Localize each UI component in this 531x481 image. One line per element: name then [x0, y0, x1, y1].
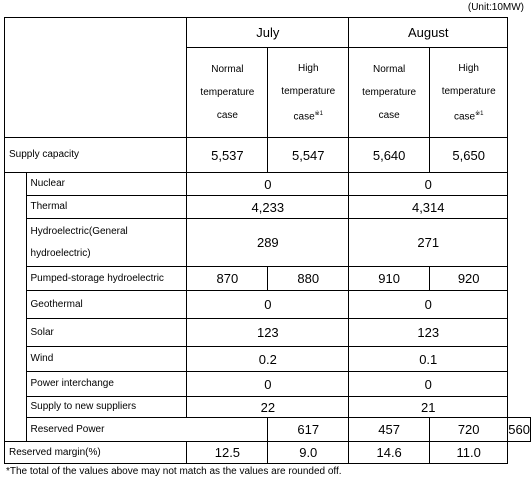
- table-row: Wind 0.2 0.1: [5, 346, 531, 372]
- month-august: August: [348, 17, 509, 48]
- interchange-label: Power interchange: [25, 371, 188, 397]
- wind-august: 0.1: [348, 346, 509, 372]
- reserved-power-july-normal: 617: [267, 417, 350, 442]
- pumped-august-normal: 910: [348, 266, 431, 291]
- table-row: Reserved margin(%) 12.5 9.0 14.6 11.0: [3, 441, 531, 464]
- geothermal-label: Geothermal: [25, 290, 188, 319]
- table-row: Geothermal 0 0: [5, 290, 531, 319]
- reserved-power-label: Reserved Power: [25, 417, 269, 442]
- new-suppliers-july: 22: [186, 396, 350, 418]
- wind-july: 0.2: [186, 346, 350, 372]
- month-july: July: [186, 17, 350, 48]
- hydro-july: 289: [186, 218, 350, 267]
- hydro-august: 271: [348, 218, 509, 267]
- solar-august: 123: [348, 318, 509, 347]
- geothermal-july: 0: [186, 290, 350, 319]
- thermal-july: 4,233: [186, 195, 350, 219]
- supply-august-high: 5,650: [429, 137, 509, 173]
- case-header-august-high: High temperature case※1: [429, 47, 509, 138]
- rounding-footnote: *The total of the values above may not m…: [6, 466, 342, 477]
- reserved-margin-july-high: 9.0: [267, 441, 350, 464]
- pumped-label: Pumped-storage hydroelectric: [25, 266, 188, 291]
- table-row: Supply capacity 5,537 5,547 5,640 5,650: [3, 137, 531, 173]
- supply-august-normal: 5,640: [348, 137, 431, 173]
- header-corner: [3, 17, 188, 138]
- pumped-july-high: 880: [267, 266, 350, 291]
- case-header-august-normal: Normal temperature case: [348, 47, 431, 138]
- reserved-margin-august-normal: 14.6: [348, 441, 431, 464]
- thermal-august: 4,314: [348, 195, 509, 219]
- reserved-power-august-normal: 720: [429, 417, 509, 442]
- interchange-july: 0: [186, 371, 350, 397]
- reserved-margin-label: Reserved margin(%): [3, 441, 188, 464]
- supply-demand-table: July August Normal temperature case High te…: [3, 17, 531, 464]
- nuclear-july: 0: [186, 172, 350, 196]
- pumped-july-normal: 870: [186, 266, 269, 291]
- supply-july-high: 5,547: [267, 137, 350, 173]
- nuclear-august: 0: [348, 172, 509, 196]
- reserved-power-july-high: 457: [348, 417, 431, 442]
- interchange-august: 0: [348, 371, 509, 397]
- new-suppliers-august: 21: [348, 396, 509, 418]
- reserved-margin-july-normal: 12.5: [186, 441, 269, 464]
- reserved-power-august-high: 560: [507, 417, 531, 442]
- table-row: Pumped-storage hydroelectric 870 880 910…: [5, 266, 531, 291]
- case-header-july-normal: Normal temperature case: [186, 47, 269, 138]
- table-row: Nuclear 0 0: [4, 172, 531, 442]
- pumped-august-high: 920: [429, 266, 509, 291]
- table-row: Power interchange 0 0: [5, 371, 531, 397]
- indent-cell: [4, 172, 27, 442]
- reserved-margin-august-high: 11.0: [429, 441, 509, 464]
- wind-label: Wind: [25, 346, 188, 372]
- thermal-label: Thermal: [25, 195, 188, 219]
- table-row: Reserved Power 617 457 720 560: [5, 417, 531, 442]
- supply-capacity-label: Supply capacity: [3, 137, 188, 173]
- supply-july-normal: 5,537: [186, 137, 269, 173]
- hydro-label: Hydroelectric(General hydroelectric): [25, 218, 188, 267]
- table-row: Hydroelectric(General hydroelectric) 289 …: [5, 218, 531, 267]
- new-suppliers-label: Supply to new suppliers: [25, 396, 188, 418]
- geothermal-august: 0: [348, 290, 509, 319]
- nuclear-label: Nuclear: [25, 172, 188, 196]
- unit-label: (Unit:10MW): [467, 2, 524, 13]
- table-row: Supply to new suppliers 22 21: [5, 396, 531, 418]
- solar-label: Solar: [25, 318, 188, 347]
- solar-july: 123: [186, 318, 350, 347]
- table-row: Solar 123 123: [5, 318, 531, 347]
- case-header-july-high: High temperature case※1: [267, 47, 350, 138]
- table-row: Thermal 4,233 4,314: [5, 195, 531, 219]
